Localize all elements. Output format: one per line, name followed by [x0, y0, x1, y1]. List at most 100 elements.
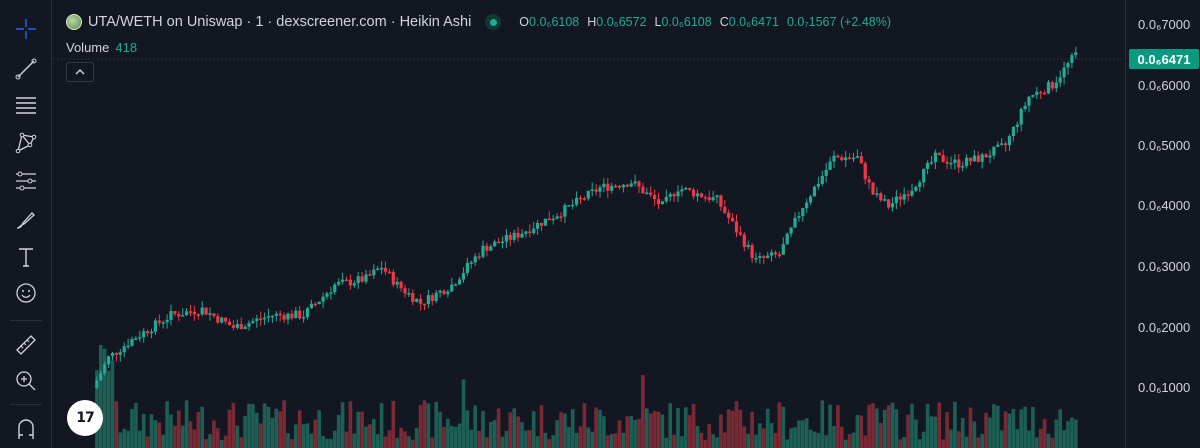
- candle-body: [454, 284, 458, 286]
- volume-bar: [430, 437, 435, 448]
- candle-body: [598, 187, 602, 192]
- volume-bar: [309, 433, 314, 448]
- candle-body: [99, 373, 103, 381]
- volume-bar: [925, 403, 930, 448]
- candle-body: [828, 161, 832, 170]
- current-price-tag: 0.0₆6471: [1129, 49, 1199, 69]
- volume-bar: [695, 425, 700, 448]
- candlestick-chart[interactable]: [53, 0, 1125, 448]
- candle-body: [555, 216, 559, 219]
- magnet-icon[interactable]: [8, 410, 44, 444]
- candle-body: [941, 155, 945, 162]
- candle-body: [805, 202, 809, 209]
- volume-bar: [333, 430, 337, 448]
- market-status-icon[interactable]: [485, 14, 502, 30]
- candle-body: [680, 189, 684, 192]
- volume-bar: [375, 434, 380, 448]
- candle-body: [294, 310, 298, 319]
- candle-body: [313, 303, 317, 306]
- candle-body: [594, 189, 598, 192]
- volume-bar: [387, 430, 392, 448]
- volume-bar: [102, 348, 107, 448]
- candle-body: [333, 284, 337, 293]
- volume-bar: [559, 412, 563, 448]
- price-label: 0.0₆5000: [1138, 138, 1191, 153]
- price-axis[interactable]: 0.0₆7000 0.0₆6471 0.0₆6000 0.0₆5000 0.0₆…: [1125, 0, 1200, 448]
- candle-body: [134, 338, 138, 340]
- volume-bar: [964, 436, 969, 448]
- volume-bar: [1038, 428, 1043, 448]
- candle-body: [376, 268, 380, 271]
- volume-bar: [286, 433, 290, 448]
- candle-body: [844, 157, 848, 161]
- volume-bar: [270, 417, 275, 448]
- candle-body: [812, 186, 817, 197]
- volume-bar: [851, 432, 856, 448]
- volume-label[interactable]: Volume: [66, 40, 110, 55]
- volume-bar: [177, 410, 181, 448]
- volume-bar: [504, 430, 509, 448]
- candle-body: [309, 303, 313, 309]
- symbol-title[interactable]: UTA/WETH on Uniswap · 1 · dexscreener.co…: [88, 14, 472, 30]
- volume-bar: [941, 439, 945, 448]
- volume-bar: [481, 410, 485, 448]
- volume-bar: [340, 402, 345, 448]
- volume-bar: [368, 424, 372, 448]
- candle-body: [851, 157, 856, 160]
- candle-body: [95, 380, 99, 388]
- volume-bar: [1062, 430, 1066, 448]
- volume-bar: [879, 422, 883, 448]
- volume-bar: [336, 414, 341, 448]
- ruler-icon[interactable]: [8, 328, 44, 362]
- volume-bar: [871, 403, 875, 448]
- volume-bar: [99, 344, 103, 448]
- candle-body: [231, 325, 235, 328]
- candle-body: [516, 232, 520, 238]
- candle-body: [395, 281, 399, 285]
- candle-body: [536, 222, 540, 229]
- chart-pane[interactable]: [53, 0, 1125, 448]
- volume-bar: [1027, 430, 1031, 448]
- tradingview-logo[interactable]: 17: [67, 400, 103, 436]
- candle-body: [656, 199, 661, 204]
- volume-bar: [1019, 409, 1023, 448]
- volume-bar: [637, 418, 641, 448]
- volume-bar: [200, 406, 204, 448]
- zoom-in-icon[interactable]: [8, 364, 44, 398]
- horizontal-lines-icon[interactable]: [8, 88, 44, 122]
- volume-bar: [703, 439, 708, 448]
- fib-icon[interactable]: [8, 164, 44, 198]
- volume-bar: [602, 416, 606, 448]
- volume-bar: [676, 407, 680, 448]
- volume-bar: [832, 426, 836, 448]
- crosshair-icon[interactable]: [8, 12, 44, 46]
- candle-body: [914, 186, 918, 191]
- candle-body: [855, 156, 859, 158]
- text-icon[interactable]: [8, 240, 44, 274]
- candle-body: [890, 203, 895, 208]
- volume-bar: [204, 439, 208, 448]
- collapse-legend-button[interactable]: [66, 62, 94, 82]
- volume-bar: [804, 418, 809, 448]
- volume-bar: [953, 401, 957, 448]
- volume-bar: [1050, 437, 1055, 448]
- candle-body: [781, 244, 785, 255]
- trend-line-icon[interactable]: [8, 52, 44, 86]
- volume-bar: [223, 435, 228, 448]
- candle-body: [785, 233, 789, 245]
- pattern-icon[interactable]: [8, 126, 44, 160]
- candle-body: [961, 165, 965, 168]
- candle-body: [898, 196, 902, 200]
- volume-bar: [641, 375, 645, 448]
- candle-body: [879, 193, 883, 201]
- price-change: 0.0₇1567 (+2.48%): [786, 15, 892, 29]
- candle-body: [212, 313, 216, 317]
- candle-body: [887, 199, 891, 208]
- volume-bar: [157, 422, 162, 448]
- volume-bar: [411, 439, 415, 448]
- brush-icon[interactable]: [8, 202, 44, 236]
- candle-body: [867, 179, 871, 183]
- volume-bar: [687, 415, 692, 448]
- volume-bar: [742, 426, 747, 448]
- emoji-icon[interactable]: [8, 276, 44, 310]
